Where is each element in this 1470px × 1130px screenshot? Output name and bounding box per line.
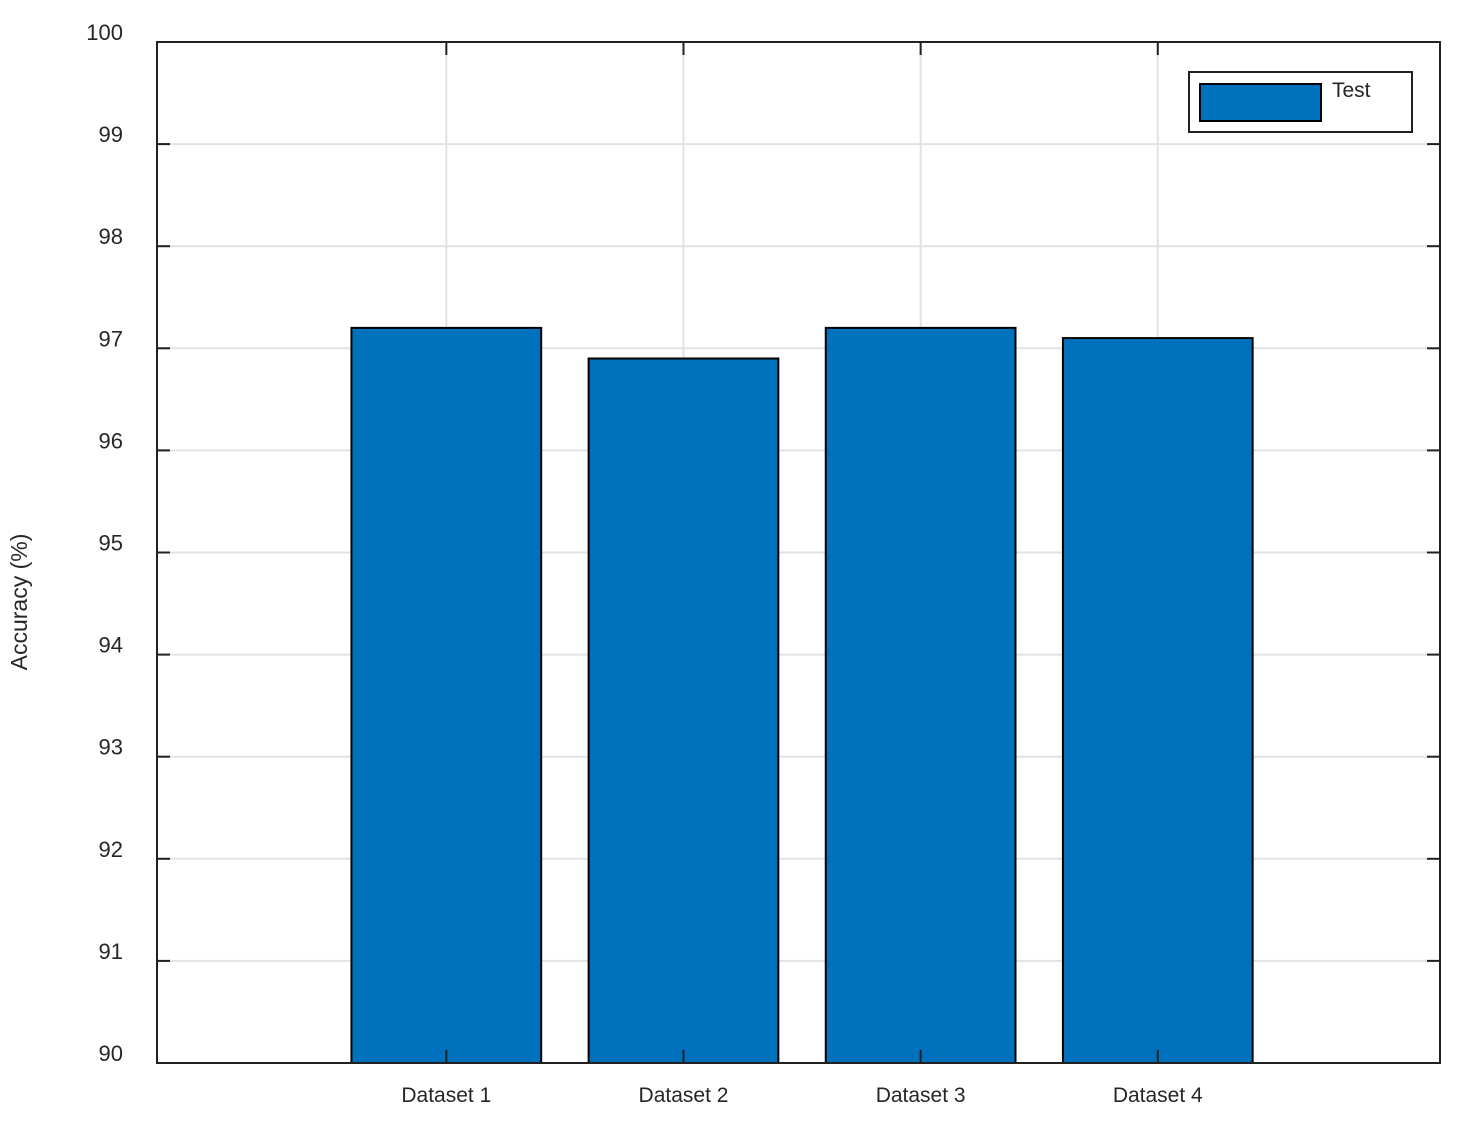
y-tick-label: 95 xyxy=(99,531,123,556)
y-tick-label: 94 xyxy=(99,633,123,658)
legend-label: Test xyxy=(1332,79,1371,102)
legend-swatch xyxy=(1199,83,1322,122)
x-tick-label: Dataset 2 xyxy=(639,1084,729,1107)
y-tick-label: 96 xyxy=(99,428,123,453)
x-tick-label: Dataset 3 xyxy=(876,1084,966,1107)
bar-dataset-4 xyxy=(1061,337,1254,1064)
y-tick-label: 91 xyxy=(99,939,123,964)
y-axis-title: Accuracy (%) xyxy=(6,534,32,671)
bar-layer xyxy=(350,326,1254,1064)
legend: Test xyxy=(1188,71,1413,133)
y-tick-label: 97 xyxy=(99,326,123,351)
label-layer: 90 91 92 93 94 95 96 97 98 99 100 Dataset 1 Dataset … xyxy=(86,20,1203,1107)
x-tick-label: Dataset 4 xyxy=(1113,1084,1203,1107)
bar-dataset-1 xyxy=(350,326,543,1064)
y-tick-label: 93 xyxy=(99,735,123,760)
bar-dataset-3 xyxy=(824,326,1017,1064)
y-tick-label: 92 xyxy=(99,837,123,862)
plot-border xyxy=(156,41,1441,1064)
y-tick-label: 98 xyxy=(99,224,123,249)
y-tick-label: 99 xyxy=(99,122,123,147)
bar-dataset-2 xyxy=(587,357,780,1064)
x-tick-label: Dataset 1 xyxy=(401,1084,491,1107)
y-tick-label: 90 xyxy=(99,1041,123,1066)
y-tick-label: 100 xyxy=(86,20,123,45)
